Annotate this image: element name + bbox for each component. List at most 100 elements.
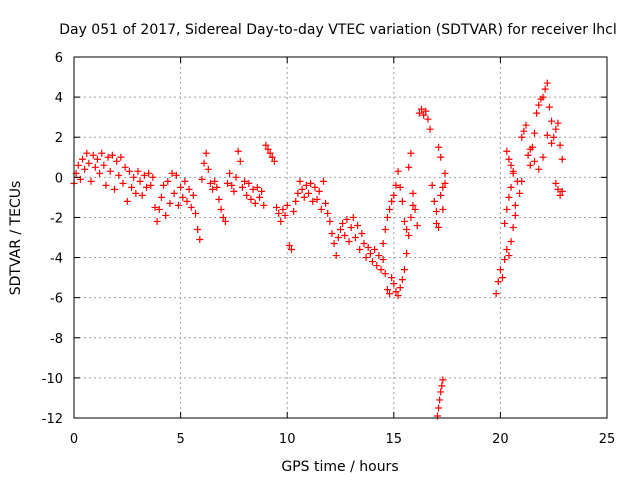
data-point <box>162 211 170 219</box>
y-tick-label: -8 <box>50 332 63 347</box>
data-point <box>388 274 396 282</box>
data-point <box>422 107 430 115</box>
data-point <box>405 231 413 239</box>
data-point <box>364 244 372 252</box>
data-point <box>356 246 364 254</box>
data-point <box>179 193 187 201</box>
y-tick-labels: -12 -10 -8 -6 -4 -2 0 2 4 6 <box>42 51 63 427</box>
data-point <box>147 181 155 189</box>
data-point <box>362 254 370 262</box>
data-point <box>499 274 507 282</box>
data-point <box>556 141 564 149</box>
data-point <box>85 159 93 167</box>
data-point <box>507 238 515 246</box>
data-point <box>418 105 426 113</box>
data-point <box>315 187 323 195</box>
data-point <box>102 181 110 189</box>
data-point <box>337 225 344 233</box>
data-point <box>507 161 515 169</box>
data-point <box>217 205 225 213</box>
data-point <box>302 181 310 189</box>
data-point <box>441 179 449 187</box>
data-point <box>106 167 114 175</box>
data-point <box>125 167 133 175</box>
data-point <box>313 195 321 203</box>
data-point <box>332 252 340 260</box>
data-point <box>300 193 308 201</box>
data-point <box>375 252 383 260</box>
data-point <box>368 258 376 266</box>
data-point <box>432 219 440 227</box>
data-point <box>435 404 443 412</box>
data-point <box>241 177 249 185</box>
data-point <box>322 199 330 207</box>
data-point <box>394 167 402 175</box>
data-point <box>437 153 445 161</box>
data-point <box>96 169 104 177</box>
x-tick-label: 5 <box>176 432 184 447</box>
data-point <box>245 179 253 187</box>
data-point <box>287 246 295 254</box>
data-point <box>194 225 202 233</box>
data-point <box>262 141 270 149</box>
y-tick-label: 0 <box>55 171 63 186</box>
data-point <box>539 153 547 161</box>
data-point <box>398 276 406 284</box>
data-point <box>533 109 541 117</box>
data-point <box>400 217 408 225</box>
data-point <box>168 169 176 177</box>
data-point <box>436 396 444 404</box>
data-point <box>424 115 432 123</box>
data-point <box>100 161 108 169</box>
data-point <box>548 139 556 147</box>
data-point <box>558 155 566 163</box>
data-point <box>552 179 560 187</box>
x-tick-label: 25 <box>599 432 616 447</box>
data-point <box>518 177 526 185</box>
data-point <box>258 187 266 195</box>
data-point <box>556 191 564 199</box>
data-point <box>552 125 560 133</box>
data-point <box>501 256 509 264</box>
data-point <box>260 201 268 209</box>
data-point <box>539 93 547 101</box>
data-point <box>236 157 244 165</box>
data-point <box>91 163 99 171</box>
data-point <box>132 189 140 197</box>
data-point <box>354 221 362 229</box>
data-point <box>420 111 428 119</box>
data-point <box>531 157 539 165</box>
data-point <box>228 181 236 189</box>
data-point <box>206 179 214 187</box>
data-point <box>524 151 532 159</box>
data-point <box>196 236 204 244</box>
data-point <box>324 209 332 217</box>
data-point <box>371 246 379 254</box>
data-point <box>121 163 129 171</box>
data-point <box>438 382 446 390</box>
x-tick-label: 10 <box>279 432 296 447</box>
data-point <box>390 191 398 199</box>
data-point <box>183 197 191 205</box>
y-tick-label: -2 <box>50 211 63 226</box>
data-point <box>522 121 530 129</box>
data-point <box>441 169 449 177</box>
data-point <box>409 189 417 197</box>
data-point <box>166 199 174 207</box>
data-point <box>230 187 238 195</box>
data-point <box>74 161 82 169</box>
data-point <box>379 256 387 264</box>
data-point <box>535 101 543 109</box>
data-point <box>435 143 443 151</box>
data-point <box>511 211 519 219</box>
grid-lines <box>74 57 607 418</box>
data-point <box>130 173 138 181</box>
data-point <box>373 262 381 270</box>
y-tick-label: 4 <box>55 91 63 106</box>
data-point <box>494 278 502 286</box>
data-point <box>520 127 528 135</box>
data-point <box>531 129 539 137</box>
data-point <box>123 197 131 205</box>
y-tick-label: -10 <box>42 372 63 387</box>
x-tick-labels: 0 5 10 15 20 25 <box>70 432 615 447</box>
